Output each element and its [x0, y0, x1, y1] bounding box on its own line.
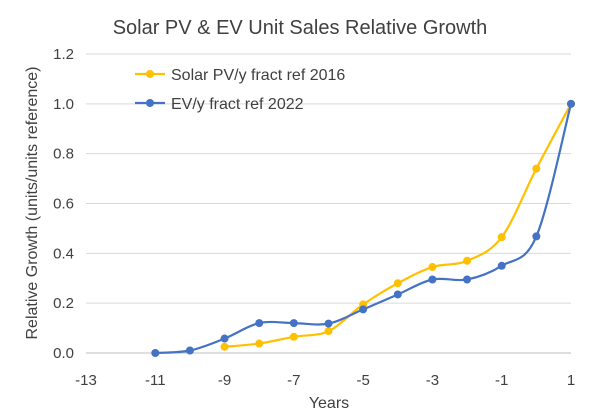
series-1 — [220, 99, 575, 351]
gridlines — [86, 53, 571, 304]
series-2 — [151, 99, 575, 357]
data-point — [532, 164, 541, 173]
x-tick-label: -1 — [495, 372, 508, 389]
data-point — [463, 256, 472, 265]
series-line — [224, 103, 572, 348]
data-point — [393, 279, 402, 288]
x-tick-label: -9 — [218, 372, 231, 389]
y-tick-label: 0.8 — [53, 146, 74, 163]
data-point — [428, 275, 437, 284]
data-point — [220, 334, 229, 343]
data-point — [567, 99, 575, 108]
series-lines — [151, 99, 575, 357]
data-point — [497, 233, 506, 242]
y-tick-label: 0.4 — [53, 245, 74, 262]
x-tick-label: -5 — [356, 372, 369, 389]
y-tick-label: 0.6 — [53, 196, 74, 213]
data-point — [393, 290, 402, 299]
tick-labels: 0.00.20.40.60.81.01.2-13 -11 -9 -7 -5 -3 -1 1 — [53, 46, 575, 389]
x-tick-label: -3 — [426, 372, 439, 389]
y-tick-label: 1.2 — [53, 46, 74, 63]
x-axis-title: Years — [309, 395, 349, 412]
legend: Solar PV/y fract ref 2016 EV/y fract ref … — [135, 67, 345, 113]
series-line — [155, 103, 573, 355]
legend-swatch-marker — [146, 99, 154, 107]
data-point — [428, 263, 437, 272]
y-tick-label: 0.0 — [53, 345, 74, 362]
y-tick-label: 0.2 — [53, 295, 74, 312]
y-axis-title: Relative Growth (units/units reference) — [24, 67, 41, 340]
data-point — [255, 319, 264, 328]
data-point — [185, 346, 194, 355]
legend-label: Solar PV/y fract ref 2016 — [171, 67, 345, 84]
data-point — [220, 342, 229, 351]
data-point — [289, 332, 298, 341]
data-point — [497, 261, 506, 270]
x-tick-label: 1 — [567, 372, 575, 389]
x-tick-label: -7 — [287, 372, 300, 389]
legend-entry: EV/y fract ref 2022 — [135, 96, 304, 113]
data-point — [255, 339, 264, 348]
data-point — [324, 319, 333, 328]
x-tick-label: -11 — [145, 372, 166, 389]
data-point — [463, 275, 472, 284]
chart-title: Solar PV & EV Unit Sales Relative Growth — [113, 17, 488, 39]
data-point — [532, 232, 541, 241]
x-tick-label: -13 — [75, 372, 97, 389]
data-point — [289, 319, 298, 328]
data-point — [151, 349, 160, 357]
legend-label: EV/y fract ref 2022 — [171, 96, 304, 113]
data-point — [324, 327, 333, 336]
legend-swatch-marker — [146, 70, 154, 78]
data-point — [359, 305, 368, 314]
y-tick-label: 1.0 — [53, 96, 74, 113]
legend-entry: Solar PV/y fract ref 2016 — [135, 67, 345, 84]
